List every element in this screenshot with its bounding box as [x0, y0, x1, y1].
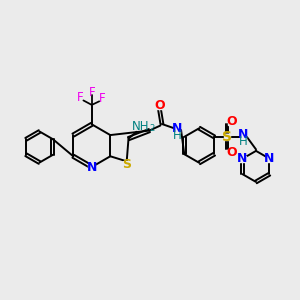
Bar — [156, 103, 163, 109]
Bar — [241, 134, 246, 140]
Text: H: H — [173, 130, 182, 142]
Text: N: N — [87, 160, 97, 173]
Text: F: F — [99, 92, 106, 105]
Text: N: N — [238, 128, 248, 141]
Text: H: H — [239, 135, 248, 148]
Bar — [266, 156, 273, 162]
Bar — [224, 134, 230, 140]
Text: NH: NH — [132, 120, 150, 133]
Text: N: N — [172, 122, 183, 135]
Bar — [175, 127, 181, 133]
Text: S: S — [222, 130, 232, 144]
Text: N: N — [237, 152, 248, 165]
Text: O: O — [227, 115, 238, 128]
Text: F: F — [77, 91, 84, 104]
Text: 2: 2 — [149, 124, 155, 133]
Bar — [123, 161, 130, 167]
Bar — [88, 164, 95, 170]
Text: N: N — [264, 152, 274, 165]
Bar — [239, 156, 246, 162]
Text: F: F — [88, 86, 95, 99]
Bar — [228, 149, 234, 155]
Text: S: S — [122, 158, 131, 171]
Text: O: O — [227, 146, 238, 160]
Text: O: O — [154, 99, 165, 112]
Bar — [228, 119, 234, 125]
